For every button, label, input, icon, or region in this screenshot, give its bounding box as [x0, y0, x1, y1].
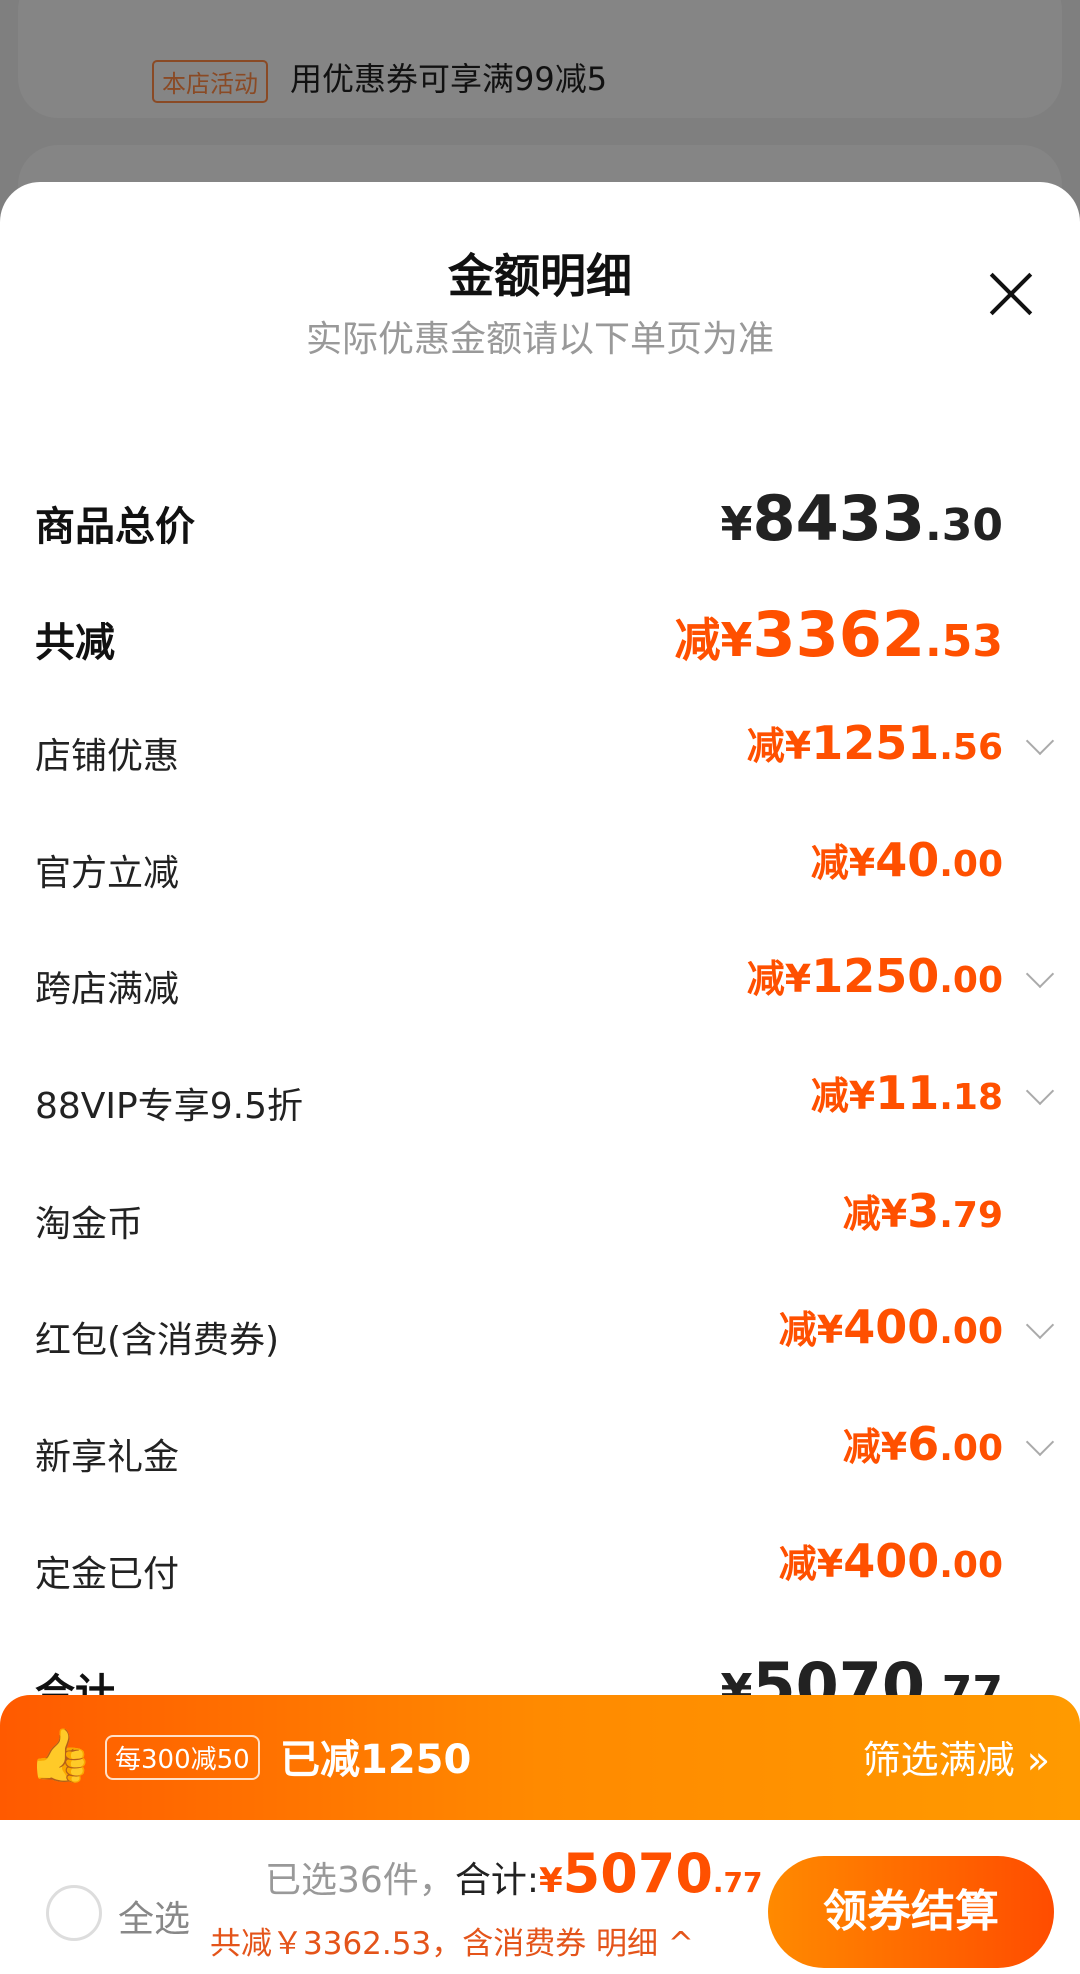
value-int: 40 [875, 833, 940, 887]
value-dec: .18 [939, 1077, 1003, 1118]
chevron-down-icon[interactable] [1025, 726, 1055, 756]
value-prefix: 减¥ [842, 1425, 908, 1469]
row-label: 官方立减 [35, 853, 180, 894]
row-value: 减¥40.00 [811, 832, 1003, 887]
row-value: 减¥400.00 [779, 1533, 1003, 1588]
value-prefix: 减¥ [674, 613, 753, 667]
promo-text: 已减1250 [280, 1737, 472, 1783]
row-label: 定金已付 [35, 1554, 180, 1595]
discount-summary-link[interactable]: 共减￥3362.53，含消费券 明细 ^ [210, 1926, 694, 1962]
value-int: 3362 [752, 598, 926, 671]
row-label: 店铺优惠 [35, 736, 180, 777]
filter-promo-link[interactable]: 筛选满减 » [862, 1738, 1050, 1782]
value-prefix: 减¥ [842, 1192, 908, 1236]
total-label: 合计: [454, 1860, 539, 1901]
row-value: 减¥6.00 [843, 1416, 1003, 1471]
row-value: 减¥1251.56 [747, 715, 1003, 770]
value-int: 400 [843, 1534, 940, 1588]
chevron-down-icon[interactable] [1025, 1310, 1055, 1340]
row-value: 减¥3362.53 [674, 598, 1003, 671]
checkout-bar: 全选 已选36件，合计:¥5070.77 共减￥3362.53，含消费券 明细 … [0, 1820, 1080, 1974]
value-dec: .00 [939, 1545, 1003, 1586]
amount-row[interactable]: 红包(含消费券) 减¥400.00 [35, 1299, 1080, 1369]
row-value: 减¥400.00 [779, 1299, 1003, 1354]
row-label: 共减 [35, 620, 115, 666]
value-int: 400 [843, 1300, 940, 1354]
value-dec: .00 [939, 960, 1003, 1001]
value-prefix: 减¥ [746, 724, 812, 768]
checkout-button[interactable]: 领券结算 [768, 1856, 1054, 1968]
amount-row[interactable]: 88VIP专享9.5折 减¥11.18 [35, 1065, 1080, 1135]
select-all-label[interactable]: 全选 [118, 1899, 191, 1940]
promo-tag: 每300减50 [105, 1735, 260, 1780]
amount-row: 共减 减¥3362.53 [35, 598, 1080, 671]
selected-summary: 已选36件，合计:¥5070.77 [265, 1842, 763, 1905]
value-dec: .53 [925, 616, 1003, 667]
value-int: 3 [907, 1184, 940, 1238]
value-dec: .00 [939, 1428, 1003, 1469]
amount-row: 定金已付 减¥400.00 [35, 1533, 1080, 1603]
select-all-checkbox[interactable] [46, 1885, 102, 1941]
chevron-down-icon[interactable] [1025, 959, 1055, 989]
total-int: 5070 [562, 1842, 713, 1905]
row-label: 淘金币 [35, 1204, 144, 1245]
value-prefix: 减¥ [810, 841, 876, 885]
row-value: ¥8433.30 [720, 482, 1003, 555]
row-label: 新享礼金 [35, 1437, 180, 1478]
chevron-down-icon[interactable] [1025, 1427, 1055, 1457]
row-label: 商品总价 [35, 504, 195, 550]
value-prefix: 减¥ [778, 1542, 844, 1586]
amount-row[interactable]: 店铺优惠 减¥1251.56 [35, 715, 1080, 785]
value-dec: .56 [939, 727, 1003, 768]
amount-row: 商品总价 ¥8433.30 [35, 482, 1080, 555]
row-label: 红包(含消费券) [35, 1320, 280, 1361]
currency: ¥ [538, 1861, 563, 1901]
value-prefix: 减¥ [810, 1074, 876, 1118]
cross-store-promo-bar[interactable]: 👍 每300减50 已减1250 筛选满减 » [0, 1695, 1080, 1820]
chevron-down-icon[interactable] [1025, 1076, 1055, 1106]
row-label: 跨店满减 [35, 969, 180, 1010]
total-dec: .77 [712, 1866, 763, 1899]
value-prefix: 减¥ [778, 1308, 844, 1352]
amount-row: 淘金币 减¥3.79 [35, 1183, 1080, 1253]
value-int: 1250 [811, 949, 940, 1003]
value-dec: .79 [939, 1195, 1003, 1236]
value-int: 6 [907, 1417, 940, 1471]
sheet-subtitle: 实际优惠金额请以下单页为准 [305, 319, 774, 360]
sheet-title: 金额明细 [448, 249, 632, 303]
store-activity-text: 用优惠券可享满99减5 [290, 60, 608, 98]
amount-row[interactable]: 跨店满减 减¥1250.00 [35, 948, 1080, 1018]
value-dec: .30 [925, 500, 1003, 551]
close-icon[interactable] [988, 270, 1034, 316]
row-value: 减¥3.79 [843, 1183, 1003, 1238]
value-prefix: ¥ [720, 497, 753, 551]
selected-count: 已选36件， [265, 1860, 455, 1901]
store-activity-tag: 本店活动 [152, 60, 268, 103]
row-label: 88VIP专享9.5折 [35, 1086, 304, 1127]
thumbs-up-icon: 👍 [28, 1726, 93, 1786]
value-dec: .00 [939, 844, 1003, 885]
amount-row: 官方立减 减¥40.00 [35, 832, 1080, 902]
row-value: 减¥11.18 [811, 1065, 1003, 1120]
amount-row[interactable]: 新享礼金 减¥6.00 [35, 1416, 1080, 1486]
background-card [18, 0, 1062, 118]
row-value: 减¥1250.00 [747, 948, 1003, 1003]
value-int: 11 [875, 1066, 940, 1120]
value-int: 8433 [752, 482, 926, 555]
value-prefix: 减¥ [746, 957, 812, 1001]
value-dec: .00 [939, 1311, 1003, 1352]
value-int: 1251 [811, 716, 940, 770]
